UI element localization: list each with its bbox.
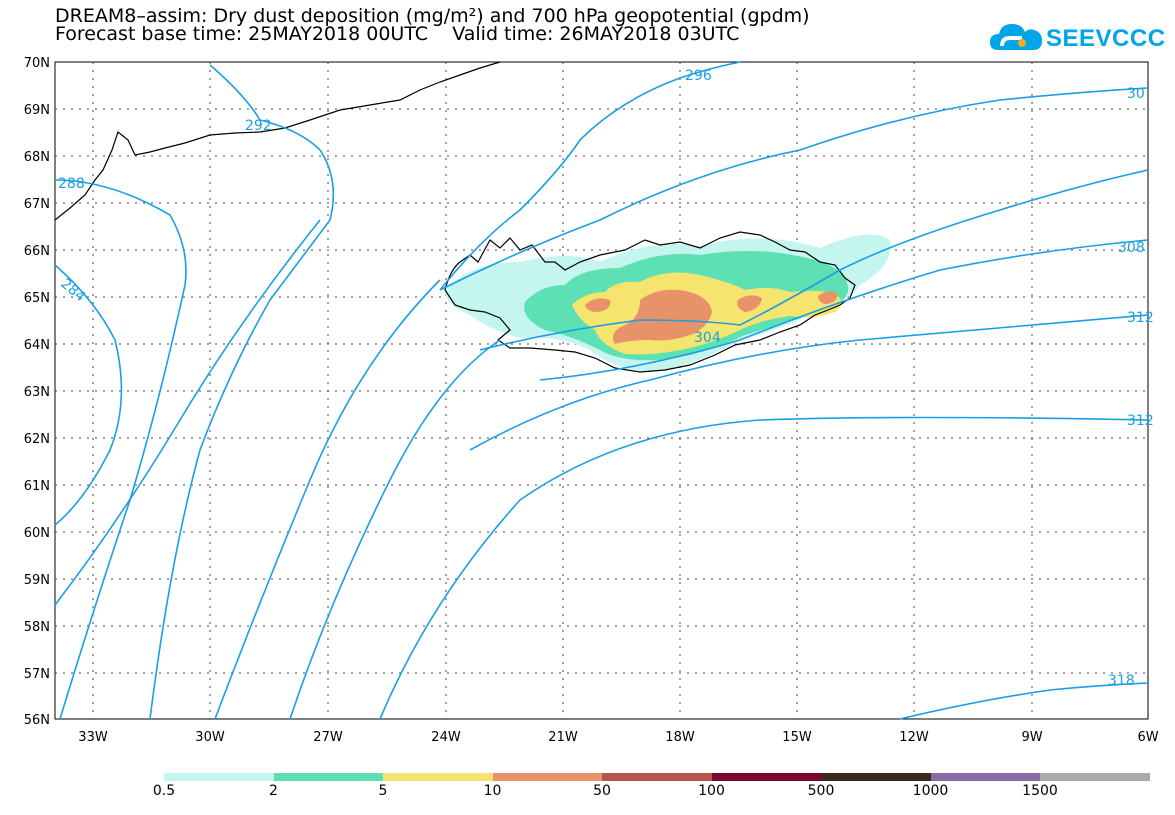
lon-label-9w: 9W <box>1021 730 1042 745</box>
lon-label-30w: 30W <box>195 730 225 745</box>
dust-area-10 <box>612 289 712 344</box>
contour-label-300: 30 <box>1127 86 1145 102</box>
lat-label-60n: 60N <box>24 526 50 541</box>
lat-label-65n: 65N <box>24 291 50 306</box>
legend-label: 500 <box>807 783 835 799</box>
contour-labels: 296 292 288 284 304 308 312 312 318 30 <box>57 68 1153 689</box>
contour-312 <box>469 314 1149 451</box>
geopotential-contours <box>54 61 1149 720</box>
chart-title: DREAM8–assim: Dry dust deposition (mg/m²… <box>55 5 810 27</box>
lat-label-63n: 63N <box>24 385 50 400</box>
dust-deposition-field <box>445 234 891 372</box>
legend-swatch <box>602 773 712 781</box>
legend-label: 0.5 <box>152 783 176 799</box>
dust-area-10b <box>585 298 611 312</box>
logo-text: SEEVCCC <box>1046 25 1166 52</box>
legend-label: 1500 <box>1022 783 1058 799</box>
lat-label-62n: 62N <box>24 432 50 447</box>
seevccc-logo: SEEVCCC <box>988 16 1168 60</box>
lon-label-27w: 27W <box>313 730 343 745</box>
contour-label-296: 296 <box>685 68 712 84</box>
dust-area-10c <box>737 295 762 312</box>
coastline-greenland <box>54 61 501 221</box>
legend-swatch <box>164 773 274 781</box>
contour-label-312: 312 <box>1127 310 1154 326</box>
lon-axis-labels: 33W 30W 27W 24W 21W 18W 15W 12W 9W 6W <box>78 730 1158 745</box>
lat-label-68n: 68N <box>24 150 50 165</box>
legend-label: 5 <box>378 783 388 799</box>
legend-swatch <box>711 773 822 781</box>
lat-label-61n: 61N <box>24 479 50 494</box>
contour-left-1 <box>54 219 321 606</box>
contour-left-2 <box>214 279 441 720</box>
lon-label-12w: 12W <box>899 730 929 745</box>
coastlines <box>54 61 856 373</box>
contour-left-3 <box>289 339 501 720</box>
contour-label-288: 288 <box>58 176 85 192</box>
legend-swatch <box>383 773 493 781</box>
lon-label-15w: 15W <box>782 730 812 745</box>
lat-label-57n: 57N <box>24 667 50 682</box>
dust-area-10d <box>818 291 838 304</box>
legend-swatch <box>821 773 931 781</box>
lat-label-59n: 59N <box>24 573 50 588</box>
chart-subtitle: Forecast base time: 25MAY2018 00UTC Vali… <box>55 23 740 45</box>
contour-318 <box>899 682 1149 720</box>
cloud-icon <box>990 24 1042 50</box>
contour-296 <box>439 61 741 291</box>
lat-label-64n: 64N <box>24 338 50 353</box>
legend-label: 50 <box>593 783 611 799</box>
lon-label-24w: 24W <box>431 730 461 745</box>
lat-label-56n: 56N <box>24 713 50 728</box>
legend-label: 2 <box>269 783 278 799</box>
lat-label-67n: 67N <box>24 197 50 212</box>
contour-label-292: 292 <box>245 118 272 134</box>
legend-swatch <box>1040 773 1150 781</box>
legend-label: 100 <box>698 783 725 799</box>
contour-label-316: 312 <box>1127 413 1154 429</box>
contour-label-318: 318 <box>1108 673 1135 689</box>
contour-label-304: 304 <box>694 330 721 346</box>
legend-swatch <box>930 773 1041 781</box>
lat-label-58n: 58N <box>24 620 50 635</box>
contour-label-308: 308 <box>1118 240 1145 256</box>
legend-swatch <box>273 773 384 781</box>
contour-308 <box>539 239 1149 381</box>
lat-label-70n: 70N <box>24 56 50 71</box>
map-frame <box>54 61 1149 720</box>
contour-292 <box>149 64 335 720</box>
lat-axis-labels: 70N 69N 68N 67N 66N 65N 64N 63N 62N 61N … <box>24 56 50 728</box>
lon-label-33w: 33W <box>78 730 108 745</box>
lon-label-6w: 6W <box>1137 730 1158 745</box>
legend-swatch <box>492 773 603 781</box>
lat-label-69n: 69N <box>24 103 50 118</box>
legend-label: 1000 <box>912 783 949 799</box>
lon-label-18w: 18W <box>665 730 695 745</box>
contour-316 <box>379 416 1149 720</box>
contour-304 <box>479 169 1149 351</box>
legend-label: 10 <box>483 783 502 799</box>
lon-label-21w: 21W <box>548 730 578 745</box>
contour-300 <box>439 87 1149 291</box>
lat-label-66n: 66N <box>24 244 50 259</box>
contour-284 <box>54 264 123 526</box>
coastline-iceland <box>444 231 856 373</box>
contour-288 <box>54 179 187 720</box>
